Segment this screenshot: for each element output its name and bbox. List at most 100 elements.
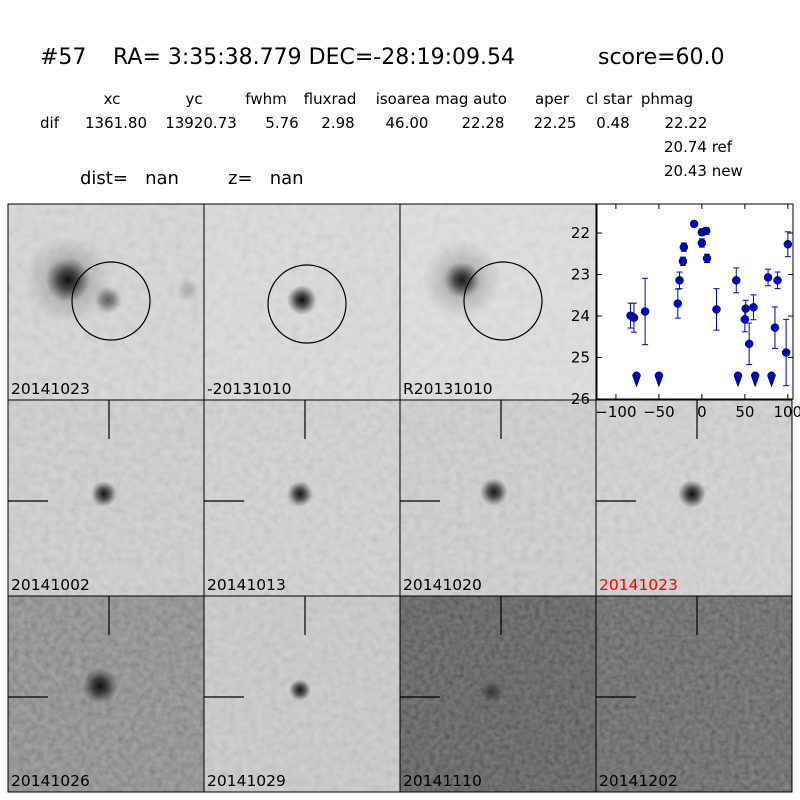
score: score=60.0 [598,45,725,70]
point [673,299,683,308]
phmag-extra: 20.74 ref [664,138,733,156]
upper-limit [733,371,743,388]
candidate-id: #57 [40,45,86,70]
point [749,303,758,312]
source [82,668,118,704]
source [480,680,504,704]
point [744,339,754,349]
row-label: dif [40,114,60,132]
stamp: 20141023 [595,399,793,597]
coordinates: RA= 3:35:38.779 DEC=-28:19:09.54 [113,45,515,70]
cell: 1361.80 [85,114,147,132]
point [732,276,741,285]
point [697,238,707,248]
upper-limit [654,371,664,388]
point [689,219,699,229]
phmag-extra: 20.43 new [664,162,743,180]
y-tick-label: 25 [571,349,590,367]
y-tick-label: 26 [571,390,590,408]
x-tick-label: 100 [774,403,800,421]
stamp-label: 20141020 [403,576,482,594]
point [678,257,688,266]
measure-table: xc yc fwhm fluxrad isoarea mag auto aper cl sta… [40,90,743,180]
point [675,276,684,285]
source [480,478,508,506]
cell: 5.76 [265,114,298,132]
column-header: fluxrad [304,90,357,108]
stamp-label: 20141023 [11,380,90,398]
point [629,313,639,322]
point [702,254,712,263]
column-header: isoarea [376,90,431,108]
point [741,304,750,313]
stamp-noise [596,596,792,792]
stamp-label: 20141013 [207,576,286,594]
x-tick-label: 0 [697,403,707,421]
light-curve [626,219,793,388]
stamp-label: -20131010 [207,380,292,398]
stamp: R20131010 [399,203,597,401]
column-header: fwhm [245,90,286,108]
stamp-label: 20141202 [599,772,678,790]
cell: 22.28 [462,114,505,132]
cell: 0.48 [596,114,629,132]
source [287,481,313,507]
cell: 46.00 [386,114,429,132]
point [781,348,791,357]
upper-limit [767,371,776,388]
y-tick-label: 22 [571,224,590,242]
source [91,481,117,507]
stamp: 20141020 [399,399,597,597]
source [678,480,706,508]
stamp-label: 20141029 [207,772,286,790]
x-tick-label: 50 [735,403,754,421]
upper-limit [632,371,641,388]
source [422,240,502,320]
axes: −100 −50 0 50 100 22 23 24 25 26 [571,204,800,421]
stamp: 20141013 [203,399,401,597]
stamp-label: R20131010 [403,380,493,398]
stamp: 20141110 [399,595,597,793]
dist: dist= nan [80,168,179,189]
stamp: -20131010 [203,203,401,401]
cell: 13920.73 [165,114,237,132]
cell: 2.98 [321,114,354,132]
point [770,323,780,332]
source [176,278,200,302]
stamp: 20141029 [203,595,401,793]
stamp-label: 20141110 [403,772,482,790]
stamp: 20141202 [595,595,793,793]
source [289,679,311,701]
stamp: 20141002 [7,399,205,597]
cell: 22.22 [665,114,708,132]
x-tick-label: −100 [595,403,636,421]
stamp-grid: 20141023 -20131010 R20131010 20141002 201410… [7,203,793,793]
stamp: 20141023 [7,203,205,401]
y-tick-label: 23 [571,266,590,284]
point [783,239,793,249]
source [287,285,317,315]
source [23,235,113,325]
column-header: mag auto [435,90,507,108]
stamp-frame [595,595,793,793]
point [763,273,773,282]
point [679,242,689,252]
y-tick-label: 24 [571,307,590,325]
point [640,307,650,316]
stamp-label: 20141002 [11,576,90,594]
point [773,276,782,285]
stamp: 20141026 [7,595,205,793]
stamp-label: 20141026 [11,772,90,790]
cell: 22.25 [534,114,577,132]
column-header: phmag [641,90,693,108]
point [701,226,711,236]
stamp-label: 20141023 [599,576,678,594]
column-header: yc [185,90,202,108]
column-header: aper [535,90,570,108]
x-tick-label: −50 [643,403,675,421]
aperture-circle [267,264,347,344]
redshift: z= nan [228,168,304,189]
column-header: xc [104,90,121,108]
